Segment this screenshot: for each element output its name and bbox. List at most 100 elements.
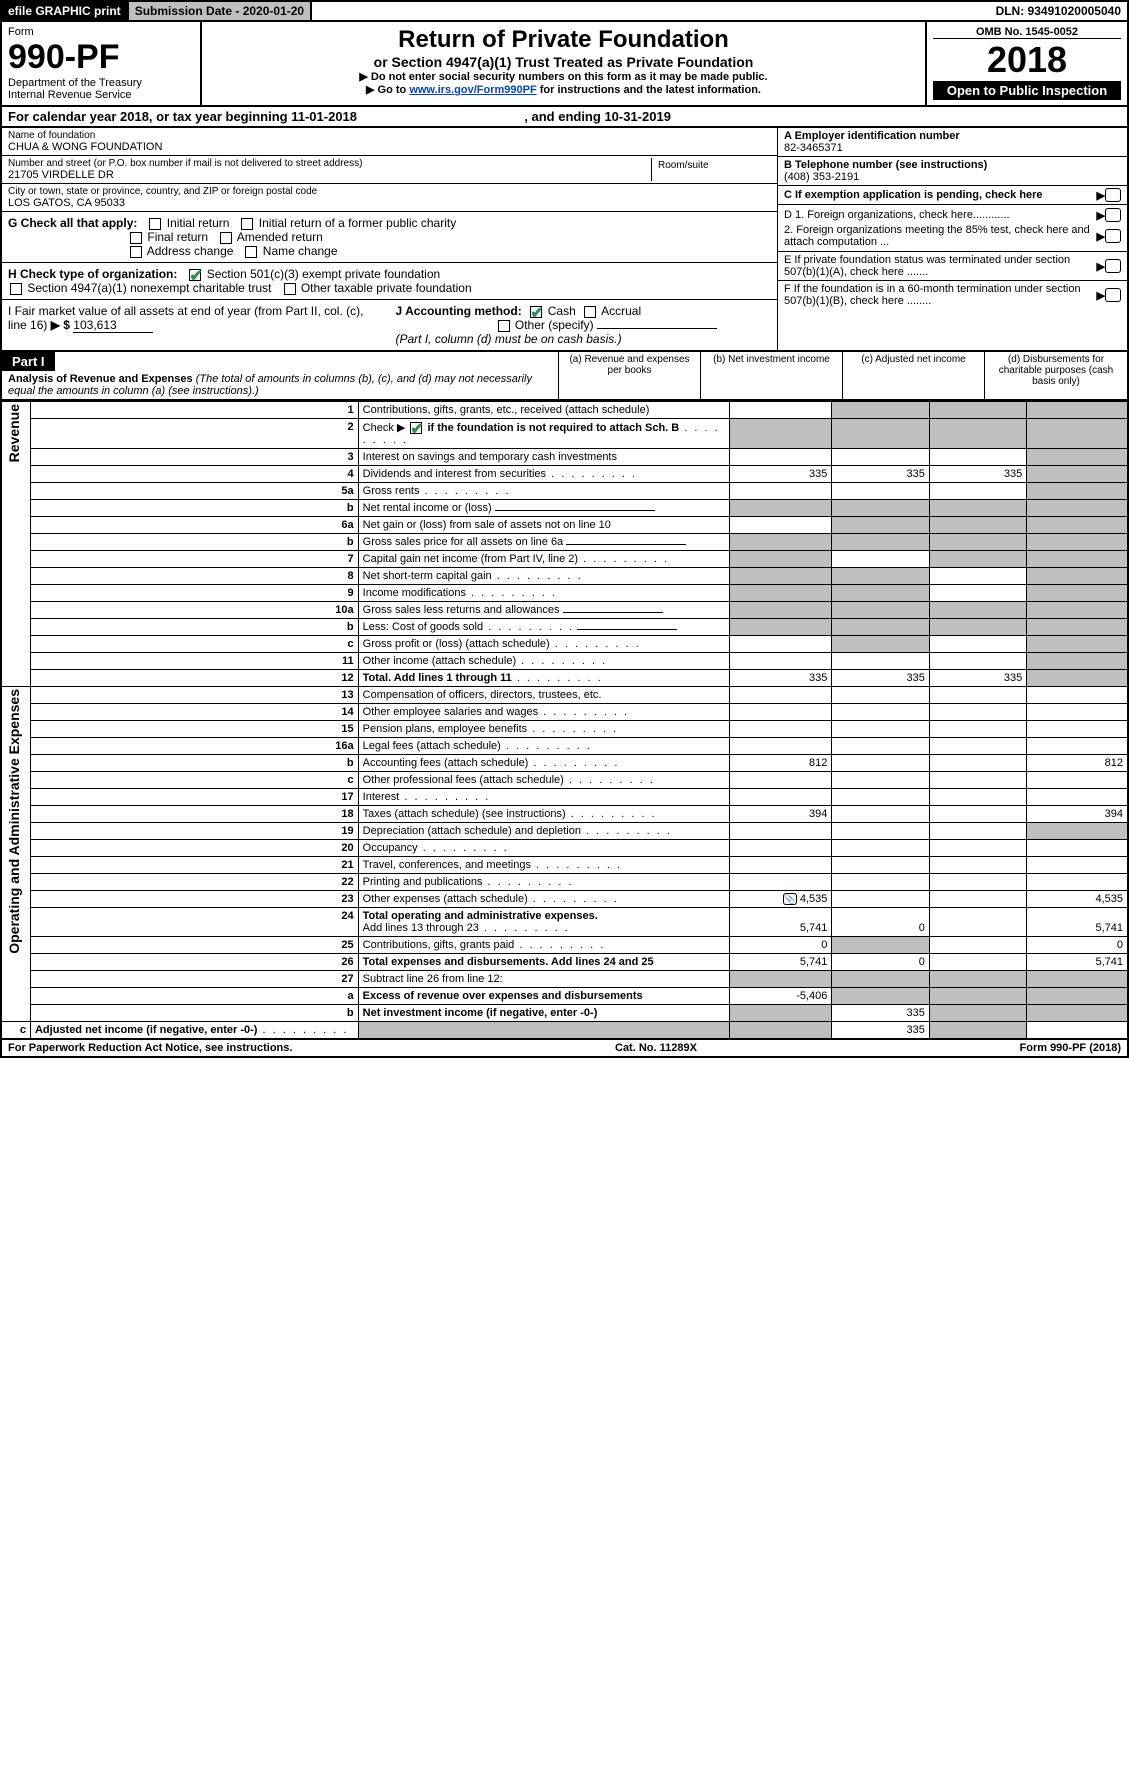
open-public: Open to Public Inspection bbox=[933, 81, 1121, 100]
form-label: Form bbox=[8, 26, 194, 38]
main-table: Revenue 1Contributions, gifts, grants, e… bbox=[0, 401, 1129, 1040]
irs-label: Internal Revenue Service bbox=[8, 89, 194, 101]
table-row: 14Other employee salaries and wages bbox=[1, 704, 1128, 721]
table-row: bNet investment income (if negative, ent… bbox=[1, 1005, 1128, 1022]
table-row: 5aGross rents bbox=[1, 483, 1128, 500]
info-grid: Name of foundation CHUA & WONG FOUNDATIO… bbox=[0, 128, 1129, 352]
a-label: A Employer identification number bbox=[784, 130, 960, 142]
table-row: bAccounting fees (attach schedule)812812 bbox=[1, 755, 1128, 772]
g-initial-former-checkbox[interactable] bbox=[241, 218, 253, 230]
header-right: OMB No. 1545-0052 2018 Open to Public In… bbox=[927, 22, 1127, 105]
table-row: cOther professional fees (attach schedul… bbox=[1, 772, 1128, 789]
footer-right: Form 990-PF (2018) bbox=[1020, 1042, 1122, 1054]
table-row: Operating and Administrative Expenses 13… bbox=[1, 687, 1128, 704]
table-row: 20Occupancy bbox=[1, 840, 1128, 857]
table-row: 25Contributions, gifts, grants paid00 bbox=[1, 937, 1128, 954]
table-row: cAdjusted net income (if negative, enter… bbox=[1, 1022, 1128, 1040]
g-label: G Check all that apply: bbox=[8, 216, 137, 230]
attach-icon[interactable]: 📎 bbox=[783, 893, 797, 905]
form-number: 990-PF bbox=[8, 38, 194, 77]
d2-checkbox[interactable] bbox=[1105, 229, 1121, 243]
table-row: 2Check ▶ if the foundation is not requir… bbox=[1, 419, 1128, 449]
g-address-change-checkbox[interactable] bbox=[130, 246, 142, 258]
e-label: E If private foundation status was termi… bbox=[784, 254, 1097, 278]
footer-left: For Paperwork Reduction Act Notice, see … bbox=[8, 1042, 292, 1054]
table-row: 27Subtract line 26 from line 12: bbox=[1, 971, 1128, 988]
h-other-checkbox[interactable] bbox=[284, 283, 296, 295]
form990pf-link[interactable]: www.irs.gov/Form990PF bbox=[409, 84, 536, 96]
f-checkbox[interactable] bbox=[1105, 288, 1121, 302]
section-g: G Check all that apply: Initial return I… bbox=[2, 212, 777, 263]
form-subtitle: or Section 4947(a)(1) Trust Treated as P… bbox=[208, 54, 919, 70]
g-final-return-checkbox[interactable] bbox=[130, 232, 142, 244]
revenue-sidelabel: Revenue bbox=[6, 404, 22, 462]
foundation-name: CHUA & WONG FOUNDATION bbox=[8, 141, 771, 153]
j-accrual-checkbox[interactable] bbox=[584, 306, 596, 318]
d1-label: D 1. Foreign organizations, check here..… bbox=[784, 209, 1097, 221]
header-left: Form 990-PF Department of the Treasury I… bbox=[2, 22, 202, 105]
city-label: City or town, state or province, country… bbox=[8, 186, 771, 197]
a-value: 82-3465371 bbox=[784, 142, 843, 154]
dln-number: DLN: 93491020005040 bbox=[990, 2, 1127, 20]
g-name-change-checkbox[interactable] bbox=[245, 246, 257, 258]
efile-label[interactable]: efile GRAPHIC print bbox=[2, 2, 129, 20]
h-501c3-checkbox[interactable] bbox=[189, 269, 201, 281]
year-end: 10-31-2019 bbox=[604, 109, 671, 124]
d1-checkbox[interactable] bbox=[1105, 208, 1121, 222]
table-row: aExcess of revenue over expenses and dis… bbox=[1, 988, 1128, 1005]
g-amended-checkbox[interactable] bbox=[220, 232, 232, 244]
h-label: H Check type of organization: bbox=[8, 267, 177, 281]
table-row: bLess: Cost of goods sold bbox=[1, 619, 1128, 636]
form-title: Return of Private Foundation bbox=[208, 26, 919, 54]
table-row: 12Total. Add lines 1 through 11335335335 bbox=[1, 670, 1128, 687]
table-row: 4Dividends and interest from securities3… bbox=[1, 466, 1128, 483]
form-header: Form 990-PF Department of the Treasury I… bbox=[0, 22, 1129, 107]
table-row: cGross profit or (loss) (attach schedule… bbox=[1, 636, 1128, 653]
e-checkbox[interactable] bbox=[1105, 259, 1121, 273]
i-value: 103,613 bbox=[73, 318, 153, 333]
table-row: 7Capital gain net income (from Part IV, … bbox=[1, 551, 1128, 568]
table-row: 11Other income (attach schedule) bbox=[1, 653, 1128, 670]
submission-date: Submission Date - 2020-01-20 bbox=[129, 2, 312, 20]
omb-number: OMB No. 1545-0052 bbox=[933, 26, 1121, 39]
topbar: efile GRAPHIC print Submission Date - 20… bbox=[0, 0, 1129, 22]
table-row: 3Interest on savings and temporary cash … bbox=[1, 449, 1128, 466]
j-other-checkbox[interactable] bbox=[498, 320, 510, 332]
table-row: 21Travel, conferences, and meetings bbox=[1, 857, 1128, 874]
footer-mid: Cat. No. 11289X bbox=[615, 1042, 697, 1054]
j-cash-checkbox[interactable] bbox=[530, 306, 542, 318]
foundation-addr: 21705 VIRDELLE DR bbox=[8, 169, 651, 181]
col-d-head: (d) Disbursements for charitable purpose… bbox=[985, 352, 1127, 399]
note-ssn: ▶ Do not enter social security numbers o… bbox=[208, 70, 919, 83]
table-row: 10aGross sales less returns and allowanc… bbox=[1, 602, 1128, 619]
table-row: 19Depreciation (attach schedule) and dep… bbox=[1, 823, 1128, 840]
d2-label: 2. Foreign organizations meeting the 85%… bbox=[784, 224, 1097, 248]
table-row: 24Total operating and administrative exp… bbox=[1, 908, 1128, 937]
j-note: (Part I, column (d) must be on cash basi… bbox=[396, 332, 622, 346]
col-c-head: (c) Adjusted net income bbox=[843, 352, 985, 399]
table-row: 23Other expenses (attach schedule)📎 4,53… bbox=[1, 891, 1128, 908]
table-row: 15Pension plans, employee benefits bbox=[1, 721, 1128, 738]
name-label: Name of foundation bbox=[8, 130, 771, 141]
part1-label: Part I bbox=[2, 352, 55, 371]
table-row: 8Net short-term capital gain bbox=[1, 568, 1128, 585]
table-row: 26Total expenses and disbursements. Add … bbox=[1, 954, 1128, 971]
dept-label: Department of the Treasury bbox=[8, 77, 194, 89]
h-4947-checkbox[interactable] bbox=[10, 283, 22, 295]
f-label: F If the foundation is in a 60-month ter… bbox=[784, 283, 1097, 307]
col-a-head: (a) Revenue and expenses per books bbox=[559, 352, 701, 399]
table-row: 16aLegal fees (attach schedule) bbox=[1, 738, 1128, 755]
b-label: B Telephone number (see instructions) bbox=[784, 159, 987, 171]
c-checkbox[interactable] bbox=[1105, 188, 1121, 202]
col-b-head: (b) Net investment income bbox=[701, 352, 843, 399]
room-label: Room/suite bbox=[651, 158, 771, 181]
j-label: J Accounting method: bbox=[396, 304, 522, 318]
section-h: H Check type of organization: Section 50… bbox=[2, 263, 777, 300]
table-row: bGross sales price for all assets on lin… bbox=[1, 534, 1128, 551]
section-ij: I Fair market value of all assets at end… bbox=[2, 300, 777, 350]
year-begin: 11-01-2018 bbox=[291, 109, 357, 124]
part1-header: Part I Analysis of Revenue and Expenses … bbox=[0, 352, 1129, 401]
expenses-sidelabel: Operating and Administrative Expenses bbox=[6, 689, 22, 954]
r2-checkbox[interactable] bbox=[410, 422, 422, 434]
g-initial-return-checkbox[interactable] bbox=[149, 218, 161, 230]
